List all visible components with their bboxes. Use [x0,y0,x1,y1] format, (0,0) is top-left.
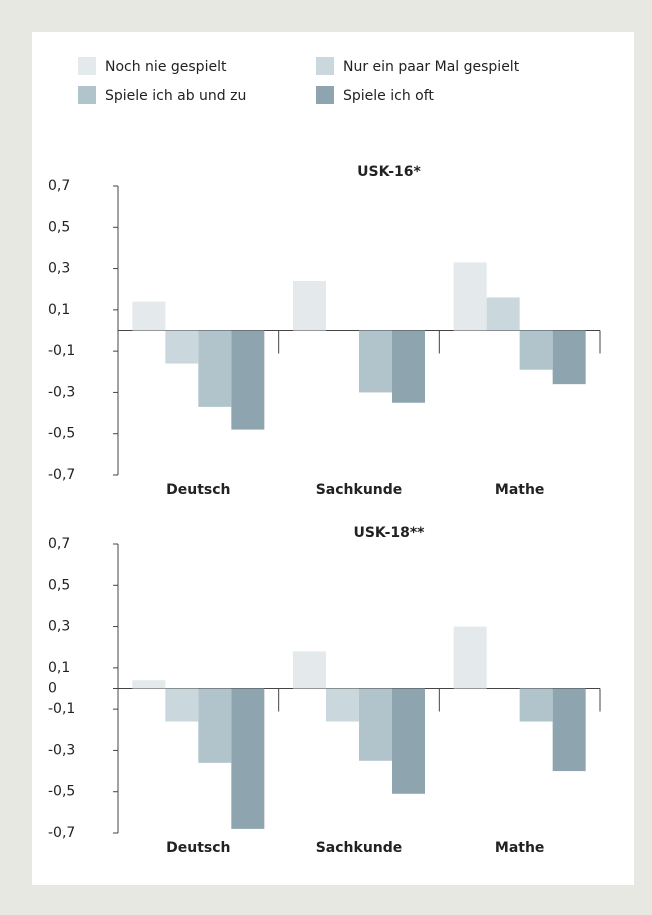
y-tick-label: -0,3 [48,384,75,400]
y-tick-label: 0,7 [48,536,70,552]
bar [453,262,487,331]
bar [392,688,425,794]
bar [519,330,553,370]
y-tick-label: -0,3 [48,742,75,758]
bar [392,330,425,403]
y-tick-label: -0,7 [48,825,75,841]
bar [293,280,326,331]
bar [486,297,520,331]
legend-swatch [78,86,96,104]
x-tick-label: Sachkunde [316,482,403,498]
y-tick-label: 0,5 [48,219,70,235]
bar [165,688,199,722]
x-tick-label: Deutsch [166,482,230,498]
bar [198,688,232,763]
bar [359,330,392,393]
y-tick-label: -0,7 [48,467,75,483]
chart-title: USK-16* [357,164,421,180]
y-tick-label: 0,7 [48,178,70,194]
y-tick-label: -0,5 [48,784,75,800]
legend-swatch [316,57,334,75]
x-tick-label: Mathe [495,482,545,498]
legend-label: Nur ein paar Mal gespielt [343,59,520,75]
x-tick-label: Deutsch [166,840,230,856]
y-tick-label: 0,1 [48,660,70,676]
legend-swatch [78,57,96,75]
bar [231,688,265,829]
y-tick-label: 0 [48,681,57,697]
bar [519,688,553,722]
legend-label: Spiele ich ab und zu [105,88,246,104]
legend-label: Noch nie gespielt [105,59,227,75]
x-tick-label: Mathe [495,840,545,856]
y-tick-label: 0,5 [48,577,70,593]
chart-title: USK-18** [353,525,425,541]
bar [453,626,487,689]
y-tick-label: 0,3 [48,619,70,635]
y-tick-label: 0,1 [48,302,70,318]
y-tick-label: -0,1 [48,343,75,359]
panel [32,32,634,885]
legend-label: Spiele ich oft [343,88,434,104]
bar [293,651,326,689]
bar [198,330,232,407]
bar [132,680,166,689]
y-tick-label: -0,1 [48,701,75,717]
bar [552,330,586,385]
bar [165,330,199,364]
y-tick-label: 0,3 [48,261,70,277]
y-tick-label: -0,5 [48,426,75,442]
x-tick-label: Sachkunde [316,840,403,856]
bar [359,688,392,761]
bar [552,688,586,772]
bar [132,301,166,331]
legend-swatch [316,86,334,104]
bar [231,330,265,430]
bar [326,688,359,722]
